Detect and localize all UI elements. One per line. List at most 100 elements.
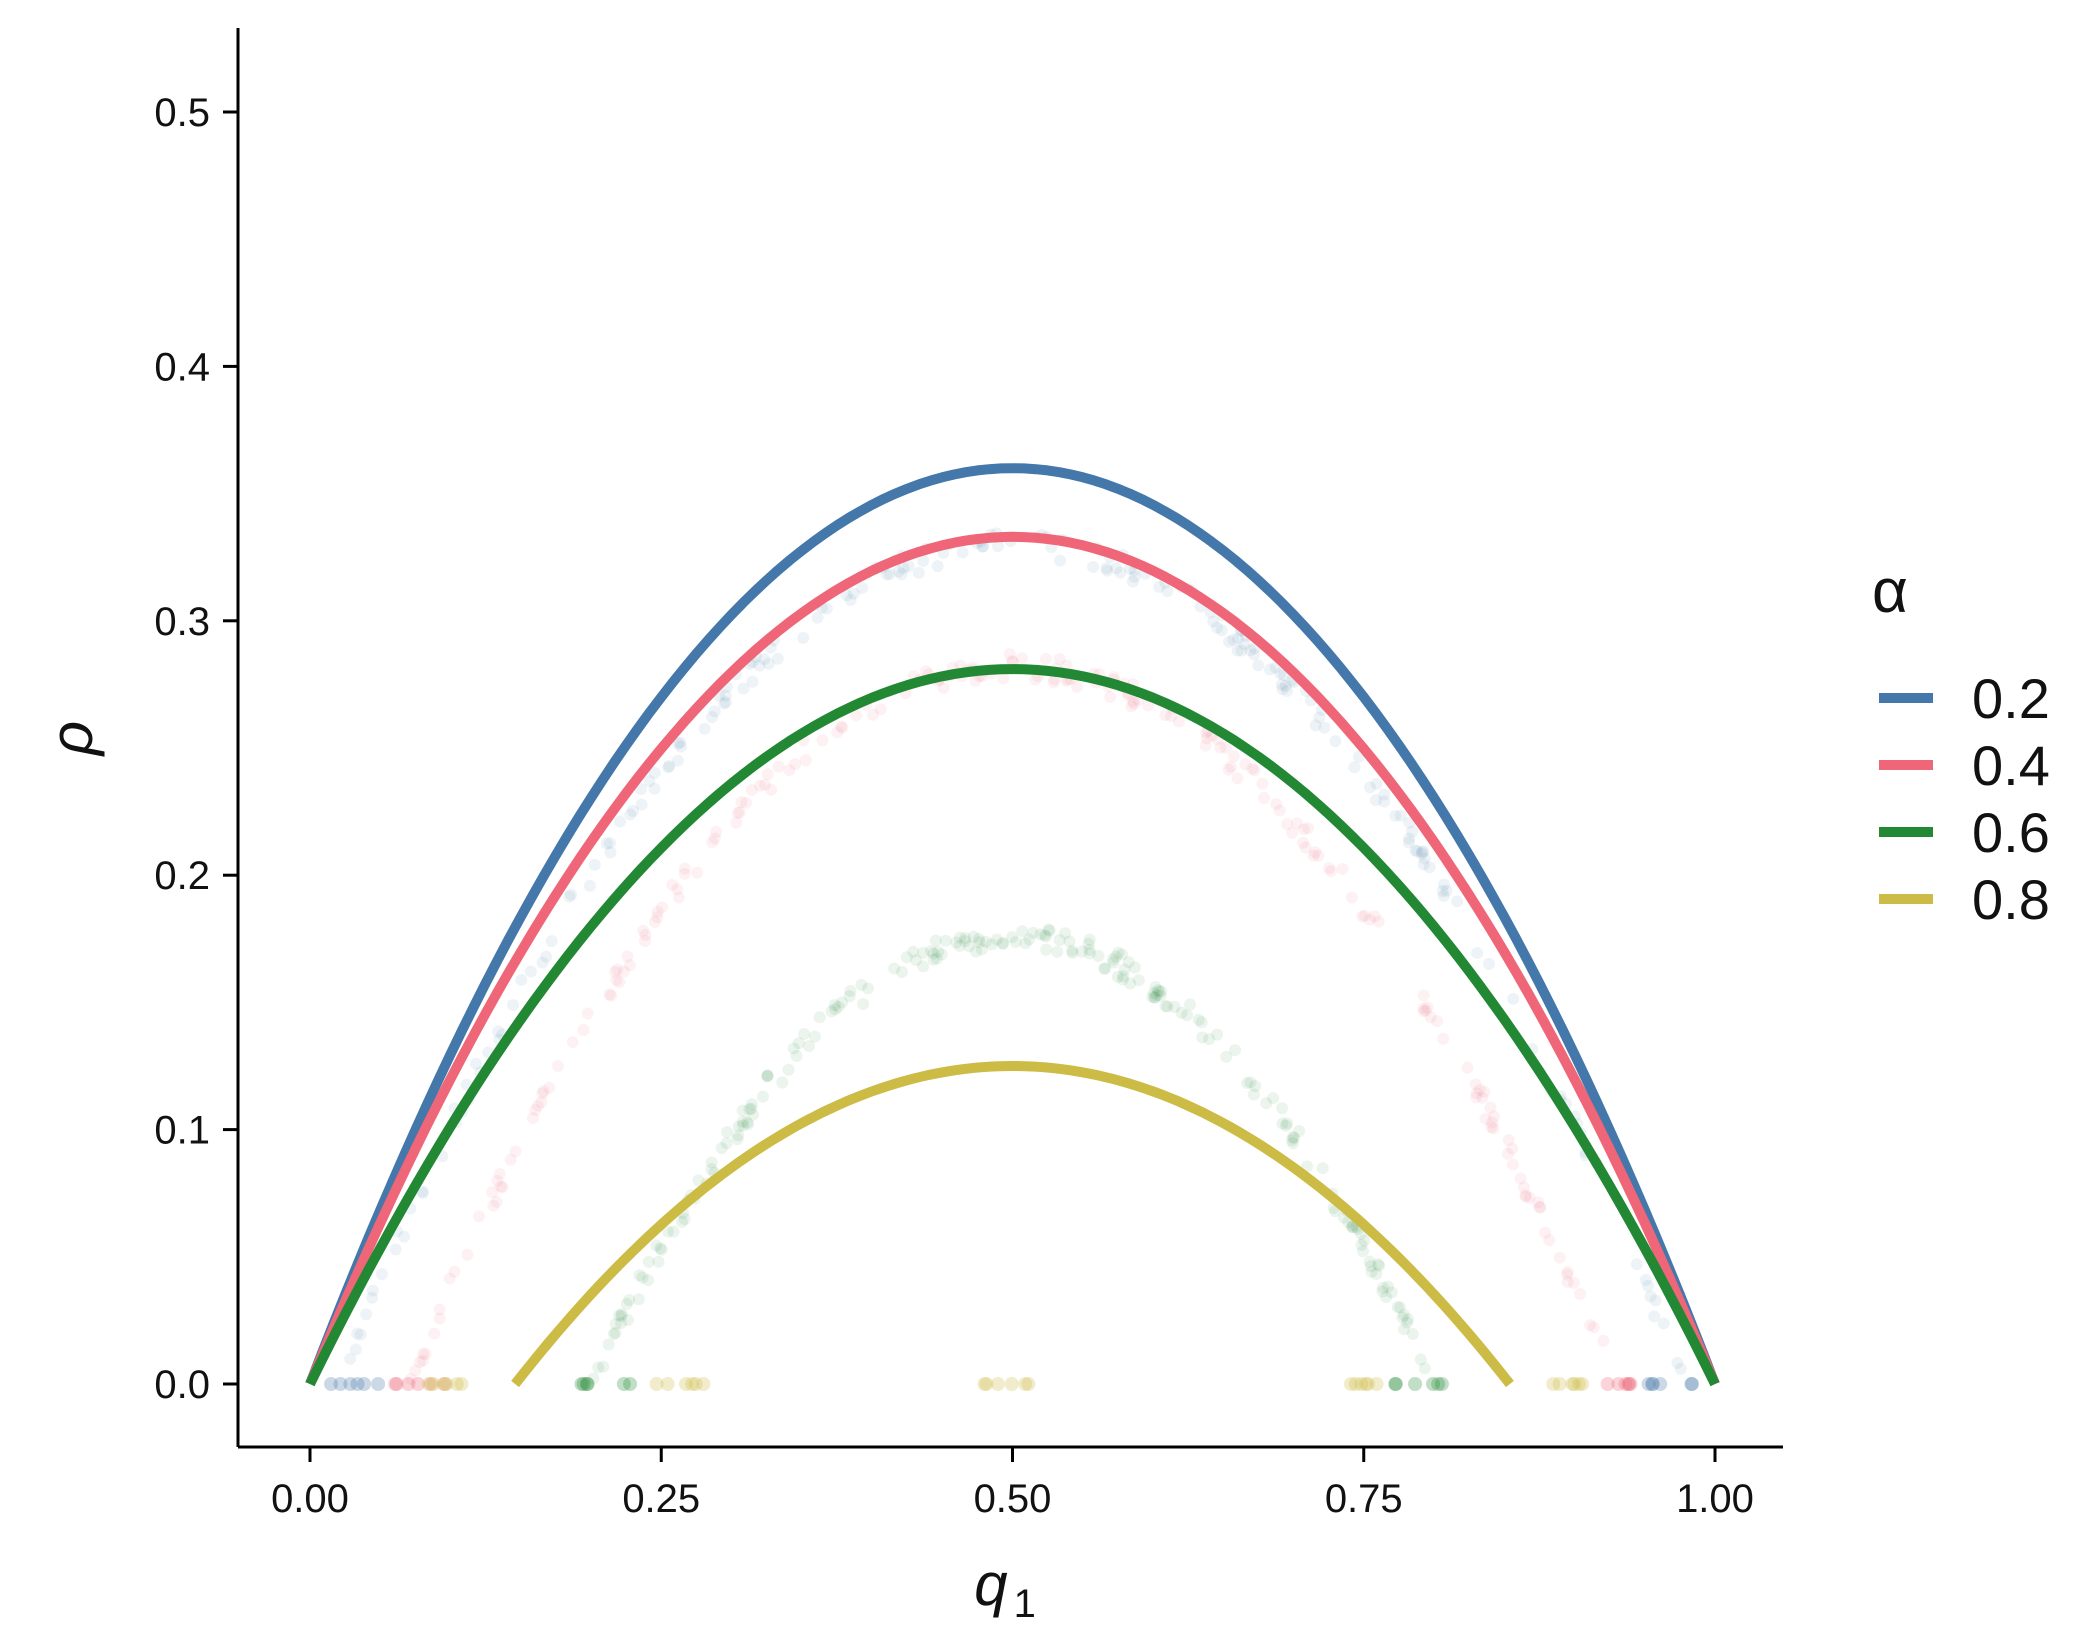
scatter-point <box>867 708 880 721</box>
scatter-point <box>1358 1234 1371 1247</box>
zero-point <box>350 1377 365 1391</box>
scatter-point <box>678 862 691 875</box>
scatter-point <box>603 988 616 1001</box>
zero-point <box>333 1377 348 1391</box>
scatter-point <box>1246 762 1259 775</box>
scatter-point <box>1107 956 1120 969</box>
zero-point <box>1685 1377 1700 1391</box>
scatter-point <box>1584 1319 1597 1332</box>
scatter-point <box>953 939 966 952</box>
scatter-point <box>708 705 721 718</box>
scatter-point <box>1168 1000 1181 1013</box>
scatter-point <box>708 832 721 845</box>
zero-point <box>1641 1377 1656 1391</box>
scatter-point <box>565 888 578 901</box>
scatter-point <box>710 825 723 838</box>
scatter-point <box>1307 849 1320 862</box>
scatter-point <box>1402 836 1415 849</box>
scatter-point <box>991 540 1004 553</box>
zero-point <box>1645 1377 1660 1391</box>
scatter-point <box>1287 1137 1300 1150</box>
scatter-point <box>648 915 661 928</box>
scatter-point <box>985 938 998 951</box>
scatter-point <box>925 944 938 957</box>
zero-point <box>1600 1377 1615 1391</box>
scatter-point <box>1470 1091 1483 1104</box>
scatter-point <box>587 1372 600 1385</box>
scatter-point <box>782 1063 795 1076</box>
scatter-point <box>1630 1258 1643 1271</box>
scatter-point <box>776 1076 789 1089</box>
scatter-point <box>1083 933 1096 946</box>
scatter-point <box>1674 1362 1687 1375</box>
scatter-point <box>1106 953 1119 966</box>
scatter-point <box>895 966 908 979</box>
scatter-point <box>633 1269 646 1282</box>
scatter-point <box>1195 1016 1208 1029</box>
scatter-point <box>1099 962 1112 975</box>
zero-point <box>421 1377 436 1391</box>
scatter-point <box>1211 1028 1224 1041</box>
scatter-point <box>1125 700 1138 713</box>
scatter-point <box>790 1049 803 1062</box>
scatter-point <box>1280 1119 1293 1132</box>
scatter-point <box>1252 659 1265 672</box>
scatter-point <box>1507 992 1520 1005</box>
scatter-point <box>1175 1006 1188 1019</box>
scatter-point <box>1075 945 1088 958</box>
scatter-point <box>1161 1000 1174 1013</box>
scatter-point <box>634 783 647 796</box>
scatter-point <box>1416 846 1429 859</box>
scatter-point <box>1312 849 1325 862</box>
x-axis-title-subscript: 1 <box>1014 1582 1036 1626</box>
scatter-point <box>732 1120 745 1133</box>
scatter-point <box>736 1104 749 1117</box>
scatter-point <box>611 963 624 976</box>
scatter-point <box>1196 1031 1209 1044</box>
scatter-point <box>753 779 766 792</box>
scatter-point <box>1346 1220 1359 1233</box>
scatter-point <box>973 936 986 949</box>
scatter-point <box>563 890 576 903</box>
scatter-point <box>1378 788 1391 801</box>
zero-point <box>1565 1377 1580 1391</box>
scatter-point <box>1406 1328 1419 1341</box>
scatter-point <box>1247 1088 1260 1101</box>
scatter-point <box>663 760 676 773</box>
scatter-point <box>615 1309 628 1322</box>
series-line-0.8 <box>511 1061 1514 1388</box>
scatter-point <box>1436 884 1449 897</box>
scatter-point <box>1418 1362 1431 1375</box>
scatter-point <box>1003 648 1016 661</box>
scatter-point <box>1391 1301 1404 1314</box>
scatter-point <box>535 1096 548 1109</box>
scatter-point <box>1248 648 1261 661</box>
scatter-point <box>1127 695 1140 708</box>
scatter-point <box>1323 862 1336 875</box>
scatter-point <box>1297 836 1310 849</box>
scatter-point <box>1485 1121 1498 1134</box>
scatter-point <box>1122 956 1135 969</box>
scatter-point <box>494 1180 507 1193</box>
zero-point <box>426 1377 441 1391</box>
scatter-point <box>1275 678 1288 691</box>
scatter-point <box>487 1199 500 1212</box>
scatter-point <box>1440 884 1453 897</box>
scatter-point <box>856 581 869 594</box>
scatter-point <box>671 754 684 767</box>
scatter-point <box>597 1360 610 1373</box>
scatter-point <box>676 1215 689 1228</box>
scatter-point <box>743 1103 756 1116</box>
scatter-point <box>1461 1061 1474 1074</box>
x-tick-label: 0.00 <box>271 1477 349 1521</box>
scatter-point <box>1279 680 1292 693</box>
scatter-point <box>615 1308 628 1321</box>
scatter-point <box>927 953 940 966</box>
scatter-point <box>1211 621 1224 634</box>
scatter-point <box>1109 950 1122 963</box>
y-tick-label: 0.1 <box>154 1109 210 1153</box>
scatter-point <box>461 1248 474 1261</box>
zero-point <box>449 1377 464 1391</box>
legend: α 0.20.40.60.8 <box>1872 557 2050 931</box>
